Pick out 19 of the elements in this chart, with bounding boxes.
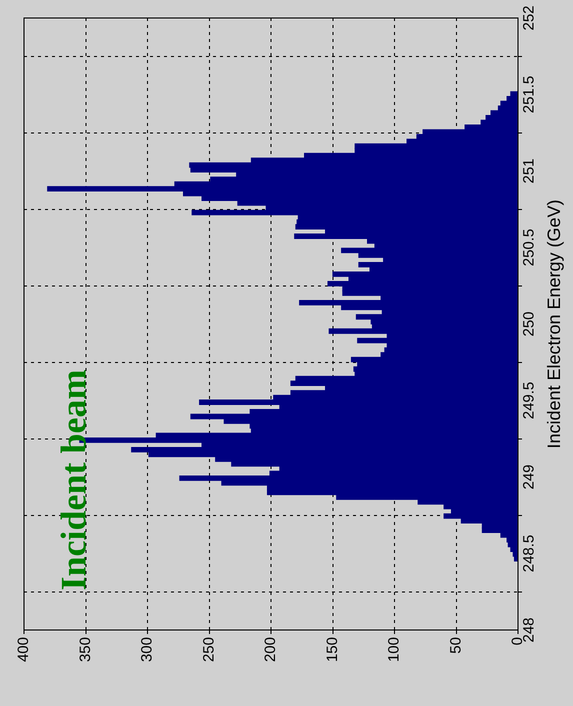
x-tick-label: 300 bbox=[138, 637, 156, 662]
y-tick-label: 249 bbox=[520, 464, 538, 490]
x-tick-label: 100 bbox=[386, 637, 403, 662]
y-tick-label: 250.5 bbox=[520, 228, 538, 266]
y-tick-label: 251 bbox=[520, 158, 538, 184]
x-tick-label: 250 bbox=[200, 637, 218, 662]
x-tick-label: 200 bbox=[262, 637, 280, 662]
x-tick-label: 350 bbox=[76, 637, 94, 662]
y-tick-label: 248 bbox=[520, 617, 538, 643]
y-tick-label: 250 bbox=[520, 311, 538, 337]
y-axis-title: Incident Electron Energy (GeV) bbox=[544, 199, 564, 449]
y-tick-label: 249.5 bbox=[520, 382, 538, 420]
x-tick-label: 50 bbox=[447, 637, 464, 654]
annotation: Incident beam bbox=[53, 369, 94, 591]
x-tick-label: 400 bbox=[15, 637, 32, 662]
y-tick-label: 251.5 bbox=[520, 76, 538, 114]
y-tick-label: 248.5 bbox=[520, 534, 538, 572]
x-tick-label: 150 bbox=[324, 637, 341, 662]
y-tick-label: 252 bbox=[520, 5, 538, 31]
